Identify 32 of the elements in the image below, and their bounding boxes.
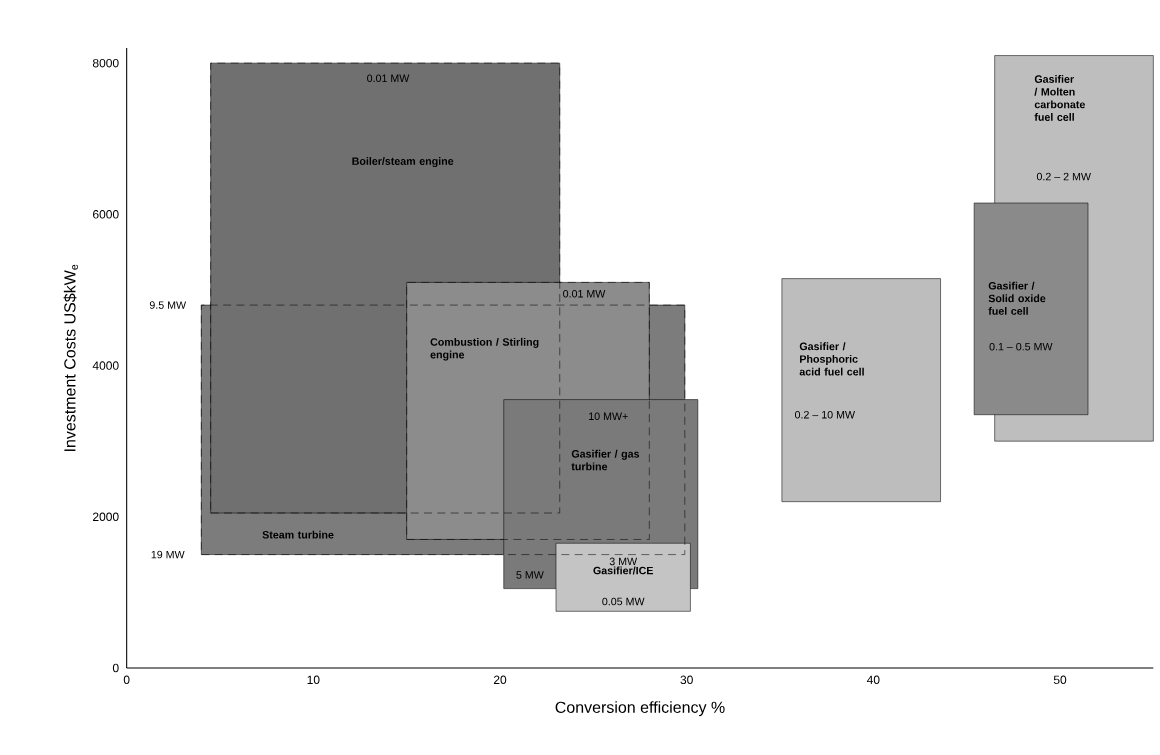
annotation: 0.2 – 10 MW [794,411,855,419]
x-tick-label: 30 [680,675,693,685]
annotation: 0.05 MW [602,597,645,606]
series-label: Gasifier / Molten carbonate fuel cell [1034,75,1085,122]
series-label: Gasifier/ICE [593,566,654,575]
x-tick-label: 20 [493,675,507,685]
annotation: 0.1 – 0.5 MW [989,343,1053,351]
annotation: 5 MW [516,571,544,579]
annotation: 0.2 – 2 MW [1036,172,1091,181]
y-tick-label: 2000 [93,512,119,522]
annotation: 0.01 MW [563,290,606,298]
series-label: Boiler/steam engine [352,157,454,168]
x-tick-label: 40 [866,675,880,685]
series-label: Gasifier / Phosphoric acid fuel cell [799,342,864,376]
x-tick-label: 10 [307,675,320,685]
x-tick-label: 0 [123,675,130,685]
annotation: 3 MW [609,557,638,566]
y-tick-label: 8000 [92,59,119,68]
x-axis-title: Conversion efficiency % [555,701,725,717]
y-tick-label: 0 [112,663,119,673]
annotation: 0.01 MW [367,74,410,83]
annotation: 9.5 MW [149,301,187,310]
x-tick-label: 50 [1053,675,1067,685]
annotation: 10 MW+ [589,412,628,421]
annotation: 19 MW [151,550,185,559]
series-label: Combustion / Stirling engine [430,338,539,361]
y-tick-label: 6000 [93,210,119,219]
series-label: Gasifier / gas turbine [571,449,640,471]
series-label: Gasifier / Solid oxide fuel cell [988,281,1046,316]
y-axis-title: Investment Costs US$kW$_{e}$ [63,264,78,452]
series-label: Steam turbine [262,530,334,539]
y-tick-label: 4000 [92,361,119,370]
